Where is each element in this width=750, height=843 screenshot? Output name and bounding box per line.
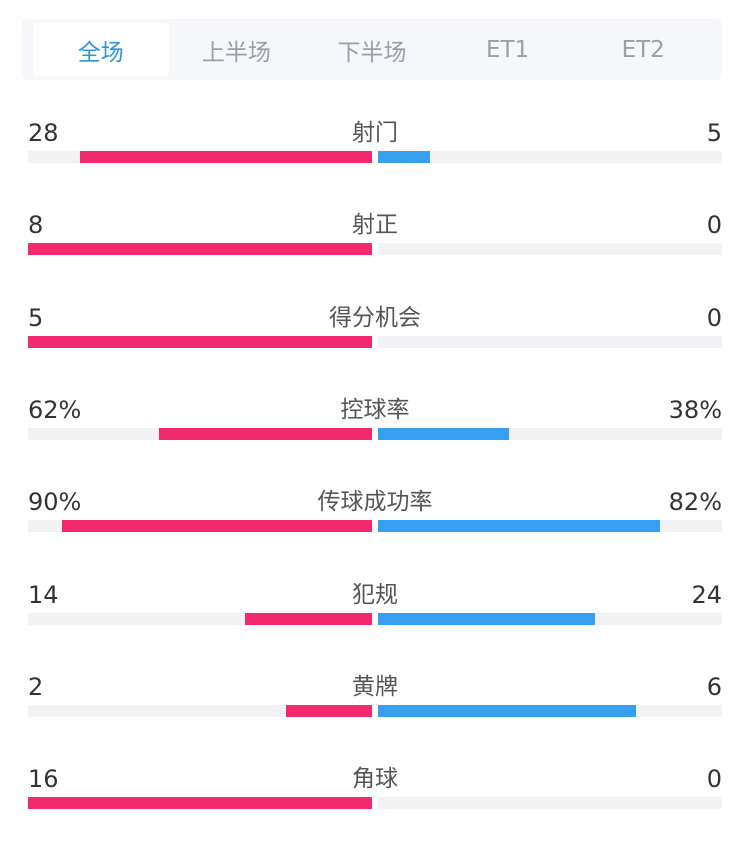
home-bar: [28, 243, 372, 256]
home-bar-track: [28, 335, 372, 348]
away-value: 0: [706, 211, 722, 240]
stat-row: 5 得分机会 0: [28, 303, 722, 373]
away-bar: [378, 612, 596, 625]
stat-label: 传球成功率: [317, 489, 433, 516]
away-bar-track: [378, 612, 722, 625]
home-bar-track: [28, 797, 372, 810]
stat-row: 8 射正 0: [28, 210, 722, 280]
away-bar-track: [378, 797, 722, 810]
tab-full-match[interactable]: 全场: [33, 23, 169, 76]
away-value: 0: [706, 765, 722, 794]
home-bar: [158, 427, 372, 440]
away-value: 82%: [668, 488, 722, 517]
away-bar: [378, 427, 509, 440]
home-bar-track: [28, 520, 372, 533]
away-bar: [378, 151, 430, 163]
home-bar: [79, 151, 372, 163]
away-value: 6: [706, 672, 722, 701]
home-value: 5: [28, 303, 44, 332]
tab-second-half[interactable]: 下半场: [337, 39, 407, 66]
away-bar-track: [378, 243, 722, 256]
home-value: 14: [28, 580, 59, 609]
period-tabs: 全场 上半场 下半场 ET1 ET2: [22, 19, 722, 80]
home-bar: [245, 612, 372, 625]
stat-label: 射正: [352, 212, 398, 239]
away-value: 5: [706, 119, 722, 147]
home-bar: [62, 520, 372, 533]
stat-row: 14 犯规 24: [28, 580, 722, 650]
stat-label: 控球率: [340, 396, 410, 423]
home-value: 2: [28, 672, 44, 701]
stat-row: 62% 控球率 38%: [28, 395, 722, 465]
away-value: 24: [691, 580, 722, 609]
stat-row: 28 射门 5: [28, 118, 722, 188]
home-bar-track: [28, 243, 372, 256]
home-value: 62%: [28, 395, 82, 424]
away-value: 38%: [668, 395, 722, 424]
tab-first-half[interactable]: 上半场: [201, 39, 271, 66]
home-bar-track: [28, 612, 372, 625]
home-bar: [286, 704, 372, 717]
away-value: 0: [706, 303, 722, 332]
stat-label: 犯规: [352, 581, 398, 608]
stat-row: 90% 传球成功率 82%: [28, 487, 722, 557]
tab-et2[interactable]: ET2: [621, 36, 665, 63]
away-bar-track: [378, 520, 722, 533]
stat-label: 角球: [352, 766, 398, 793]
away-bar-track: [378, 151, 722, 163]
stat-label: 射门: [352, 120, 398, 146]
home-bar: [28, 335, 372, 348]
tab-et1[interactable]: ET1: [485, 36, 530, 63]
away-bar-track: [378, 335, 722, 348]
home-value: 8: [28, 211, 44, 240]
home-value: 16: [28, 765, 59, 794]
stat-row: 2 黄牌 6: [28, 672, 722, 742]
away-bar-track: [378, 704, 722, 717]
away-bar-track: [378, 427, 722, 440]
home-value: 90%: [28, 488, 82, 517]
home-bar: [28, 797, 372, 810]
stat-label: 黄牌: [352, 673, 398, 700]
home-bar-track: [28, 704, 372, 717]
home-bar-track: [28, 151, 372, 163]
stat-label: 得分机会: [329, 304, 421, 331]
away-bar: [378, 704, 636, 717]
home-bar-track: [28, 427, 372, 440]
stat-row: 16 角球 0: [28, 764, 722, 834]
home-value: 28: [28, 119, 59, 147]
away-bar: [378, 520, 661, 533]
